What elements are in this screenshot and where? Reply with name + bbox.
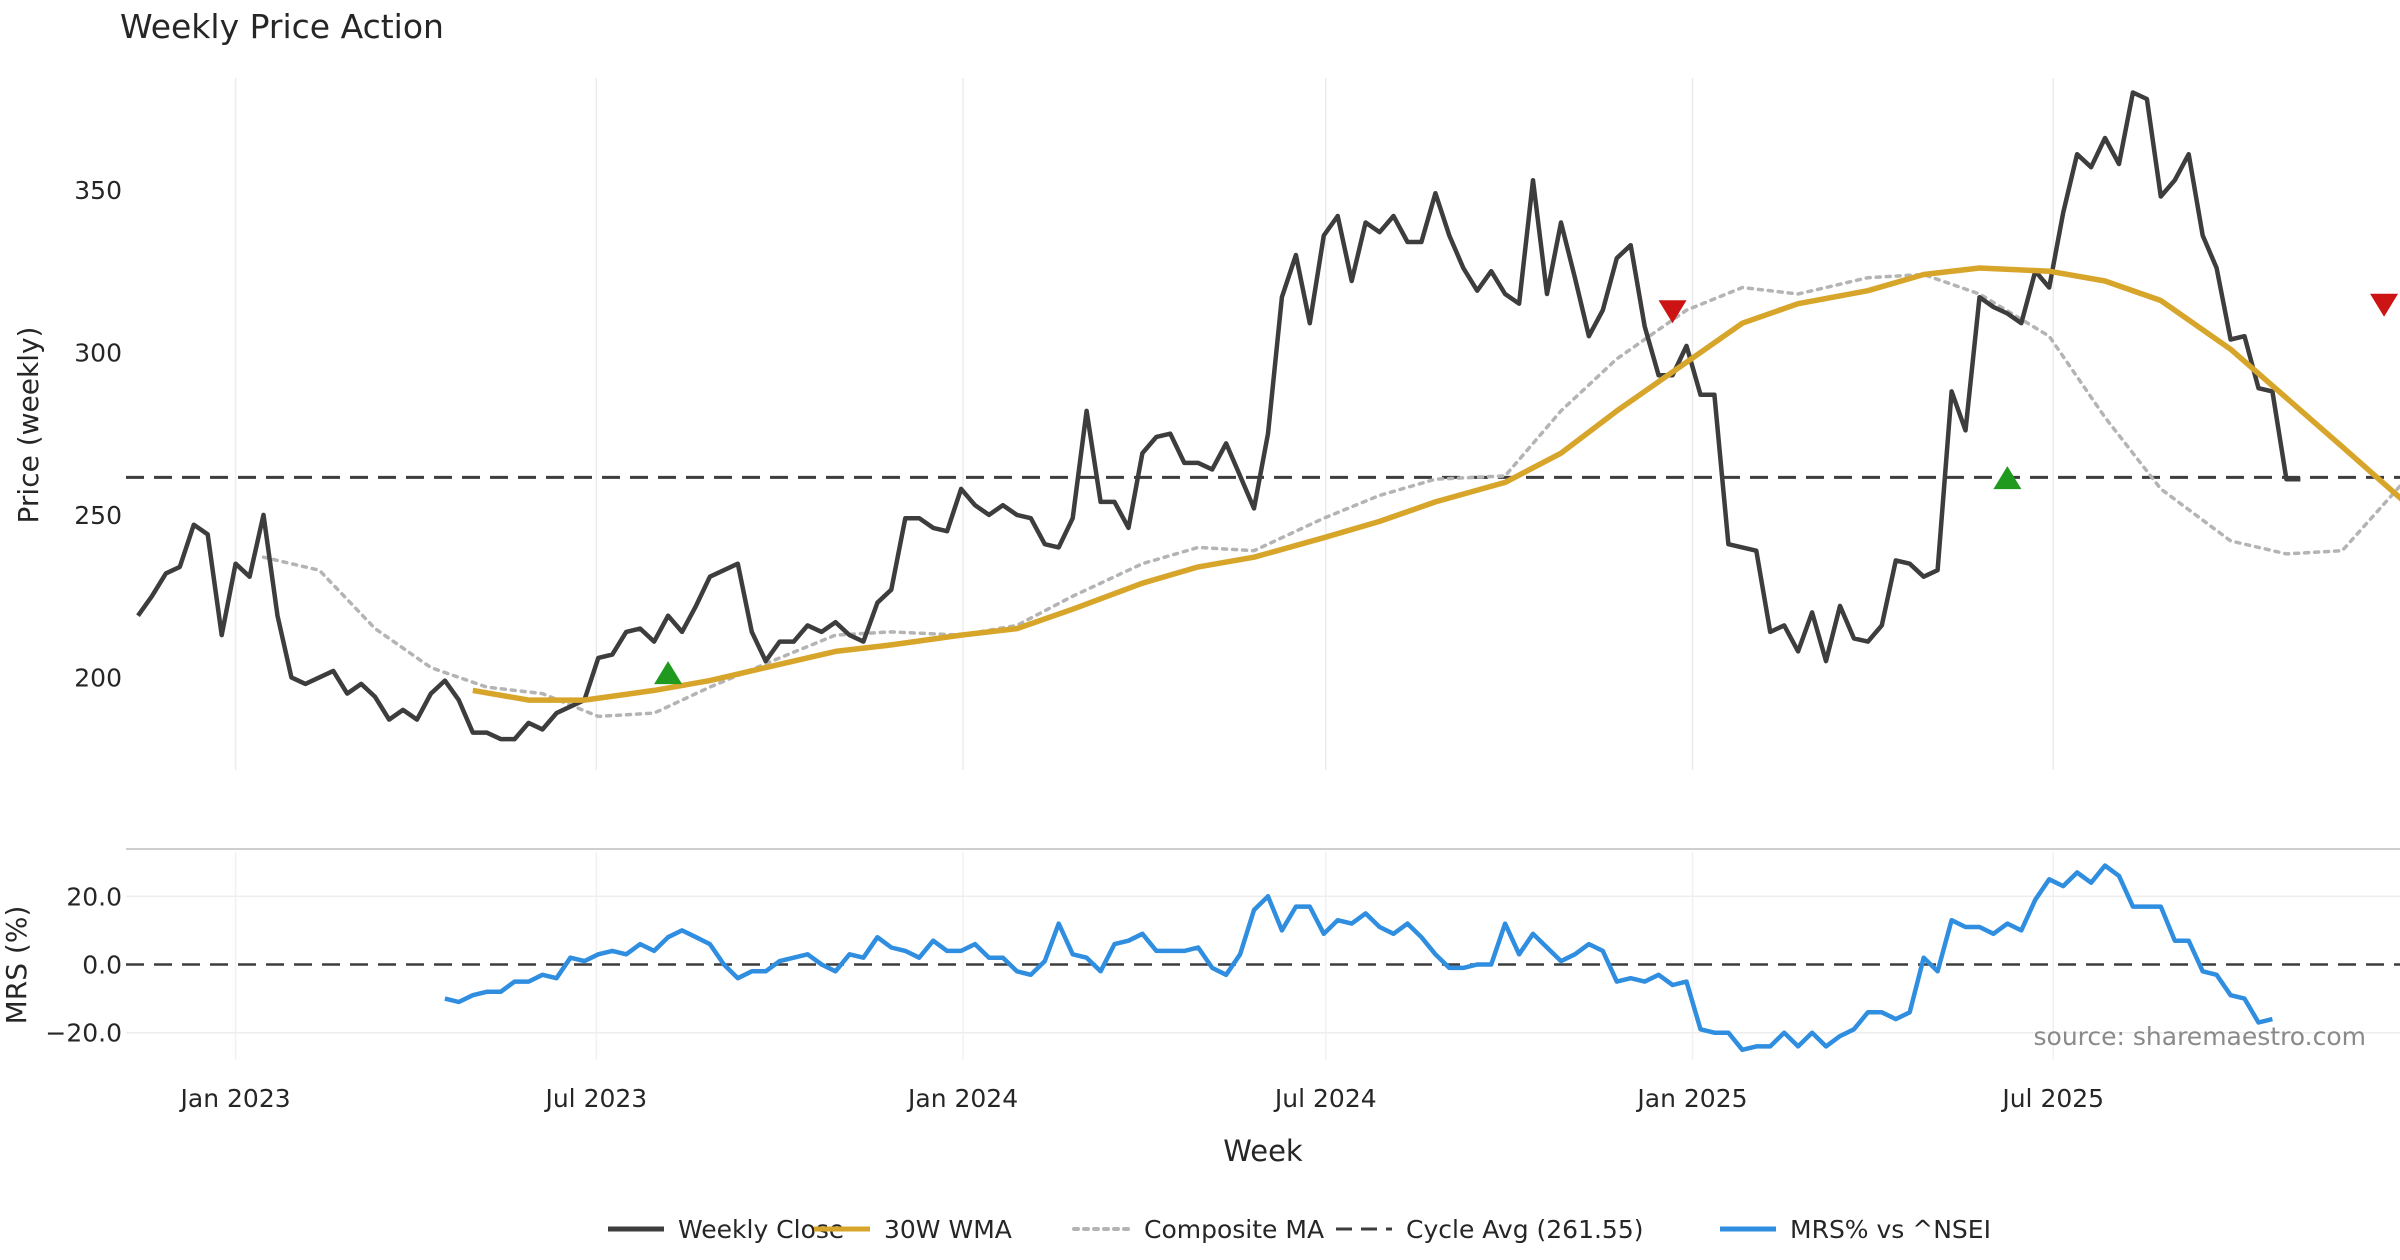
mrs-y-ticks: 20.0 0.0 −20.0 <box>45 882 122 1047</box>
x-ticks: Jan 2023 Jul 2023 Jan 2024 Jul 2024 Jan 2025… <box>179 1084 2105 1113</box>
price-grid <box>234 78 2054 770</box>
chart-title: Weekly Price Action <box>120 7 444 46</box>
price-y-axis-label: Price (weekly) <box>12 327 45 524</box>
price-y-ticks: 200 250 300 350 <box>74 176 122 692</box>
legend-label: Cycle Avg (261.55) <box>1406 1215 1644 1244</box>
mrs-y-tick-label: 20.0 <box>66 882 122 911</box>
legend: Weekly Close 30W WMA Composite MA Cycle Avg… <box>608 1215 1991 1244</box>
mrs-grid <box>126 852 2400 1060</box>
price-y-tick-label: 200 <box>74 663 122 692</box>
signal-markers <box>654 293 2399 685</box>
legend-label: MRS% vs ^NSEI <box>1790 1215 1991 1244</box>
x-axis-label: Week <box>1223 1134 1303 1168</box>
price-y-tick-label: 350 <box>74 176 122 205</box>
x-tick-label: Jan 2025 <box>1635 1084 1747 1113</box>
buy-signal-marker <box>1993 466 2022 490</box>
weekly-close-line <box>136 90 2301 742</box>
price-y-tick-label: 250 <box>74 501 122 530</box>
mrs-lines <box>126 863 2400 1053</box>
watermark: source: sharemaestro.com <box>2034 1022 2367 1051</box>
mrs-y-tick-label: −20.0 <box>45 1019 122 1048</box>
sell-signal-marker <box>2370 293 2399 317</box>
x-tick-label: Jan 2023 <box>179 1084 291 1113</box>
mrs-y-axis-label: MRS (%) <box>0 906 33 1025</box>
composite-ma-line <box>261 272 2400 719</box>
x-tick-label: Jul 2024 <box>1273 1084 1377 1113</box>
price-lines <box>126 90 2400 742</box>
buy-signal-marker <box>654 661 683 685</box>
x-tick-label: Jul 2023 <box>543 1084 647 1113</box>
x-tick-label: Jul 2025 <box>2000 1084 2104 1113</box>
legend-label: 30W WMA <box>884 1215 1012 1244</box>
price-y-tick-label: 300 <box>74 338 122 367</box>
x-tick-label: Jan 2024 <box>906 1084 1018 1113</box>
sell-signal-marker <box>1658 300 1687 324</box>
mrs-line <box>444 863 2273 1053</box>
mrs-y-tick-label: 0.0 <box>82 951 122 980</box>
legend-label: Composite MA <box>1144 1215 1324 1244</box>
wma-30w-line <box>472 265 2400 703</box>
